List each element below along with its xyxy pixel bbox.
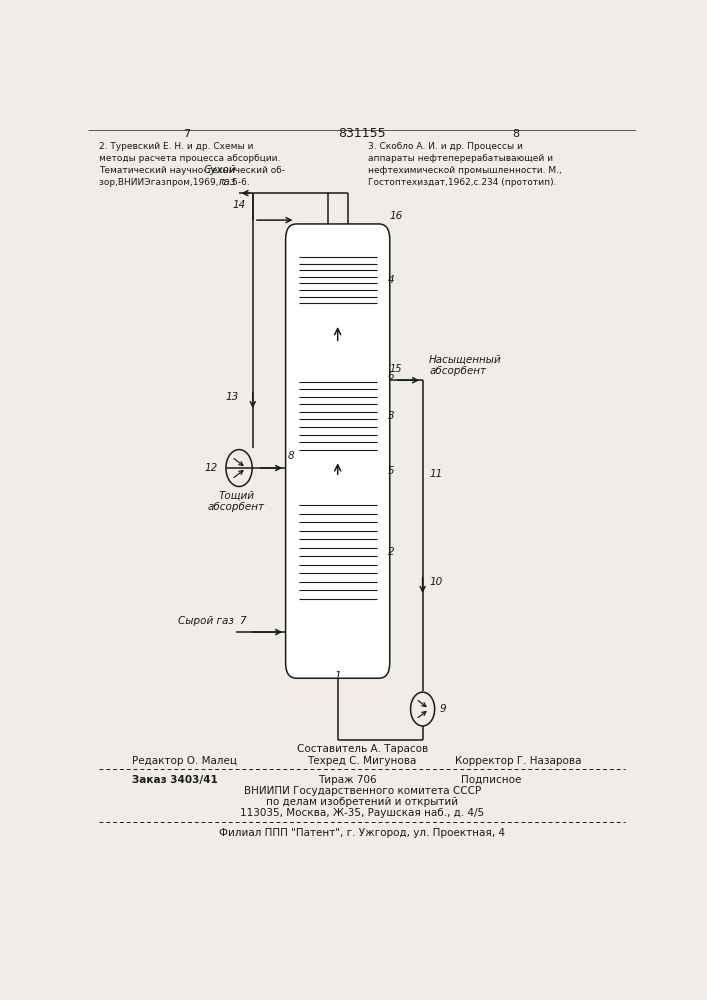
Text: 9: 9 xyxy=(439,704,445,714)
Text: 831155: 831155 xyxy=(339,127,386,140)
Text: Составитель А. Тарасов: Составитель А. Тарасов xyxy=(297,744,428,754)
Text: Насыщенный
абсорбент: Насыщенный абсорбент xyxy=(429,355,502,376)
Text: Сухой
газ: Сухой газ xyxy=(204,165,236,187)
Text: по делам изобретений и открытий: по делам изобретений и открытий xyxy=(267,797,458,807)
Text: Сырой газ: Сырой газ xyxy=(177,616,233,626)
Text: 3: 3 xyxy=(387,411,395,421)
Text: 16: 16 xyxy=(390,211,403,221)
Text: Заказ 3403/41: Заказ 3403/41 xyxy=(132,775,218,785)
Text: 12: 12 xyxy=(204,463,218,473)
Text: 14: 14 xyxy=(233,200,245,210)
Text: 13: 13 xyxy=(226,392,239,402)
Text: 11: 11 xyxy=(429,469,443,479)
Text: Редактор О. Малец: Редактор О. Малец xyxy=(132,756,238,766)
Text: 7: 7 xyxy=(239,615,245,626)
FancyBboxPatch shape xyxy=(286,224,390,678)
Text: 4: 4 xyxy=(387,275,395,285)
Text: 8: 8 xyxy=(287,451,294,461)
Text: 113035, Москва, Ж-35, Раушская наб., д. 4/5: 113035, Москва, Ж-35, Раушская наб., д. … xyxy=(240,808,484,818)
Text: Тощий
абсорбент: Тощий абсорбент xyxy=(208,490,265,512)
Text: 15: 15 xyxy=(390,364,402,374)
Text: Филиал ППП "Патент", г. Ужгород, ул. Проектная, 4: Филиал ППП "Патент", г. Ужгород, ул. Про… xyxy=(219,828,506,838)
Text: 2: 2 xyxy=(387,547,395,557)
Text: 8: 8 xyxy=(512,129,520,139)
Text: Техред С. Мигунова: Техред С. Мигунова xyxy=(308,756,417,766)
Text: Тираж 706: Тираж 706 xyxy=(319,775,377,785)
Text: ВНИИПИ Государственного комитета СССР: ВНИИПИ Государственного комитета СССР xyxy=(244,786,481,796)
Text: 3. Скобло А. И. и др. Процессы и
аппараты нефтеперерабатывающей и
нефтехимическо: 3. Скобло А. И. и др. Процессы и аппарат… xyxy=(368,142,561,187)
Text: Подписное: Подписное xyxy=(461,775,521,785)
Text: 5: 5 xyxy=(387,466,395,476)
Text: Корректор Г. Назарова: Корректор Г. Назарова xyxy=(455,756,582,766)
Text: 7: 7 xyxy=(183,129,191,139)
Text: 1: 1 xyxy=(334,671,341,681)
Text: 10: 10 xyxy=(429,577,443,587)
Text: 6: 6 xyxy=(387,371,395,381)
Text: 2. Туревский Е. Н. и др. Схемы и
методы расчета процесса абсорбции.
Тематический: 2. Туревский Е. Н. и др. Схемы и методы … xyxy=(99,142,286,187)
